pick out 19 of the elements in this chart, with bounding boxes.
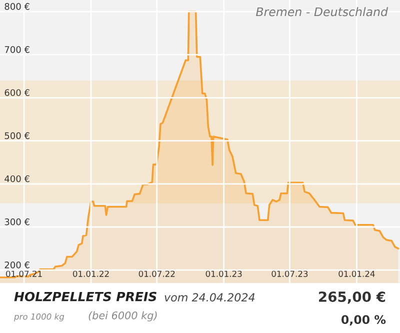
annotation: Bremen - Deutschland bbox=[256, 7, 388, 16]
text: (bei 6000 kg) bbox=[88, 311, 157, 322]
x-tick-label: 01.01.23 bbox=[206, 270, 242, 277]
y-tick-label: 300 € bbox=[4, 218, 30, 226]
y-tick-label: 400 € bbox=[4, 175, 30, 182]
text: 265,00 € bbox=[319, 292, 386, 304]
text: HOLZPELLETS PREIS bbox=[14, 292, 156, 302]
x-tick-label: 01.01.22 bbox=[72, 270, 109, 277]
y-tick-label: 500 € bbox=[4, 132, 30, 140]
y-tick-label: 200 € bbox=[4, 262, 30, 268]
x-tick-label: 01.07.22 bbox=[138, 270, 175, 277]
y-tick-label: 600 € bbox=[4, 89, 30, 96]
x-tick-label: 01.01.24 bbox=[338, 270, 375, 277]
text: vom 24.04.2024 bbox=[164, 293, 255, 302]
y-tick-label: 800 € bbox=[4, 3, 30, 10]
y-tick-label: 700 € bbox=[4, 46, 30, 53]
text: 0,00 % bbox=[342, 315, 386, 326]
x-tick-label: 01.07.23 bbox=[272, 270, 308, 277]
text: pro 1000 kg bbox=[14, 313, 64, 322]
